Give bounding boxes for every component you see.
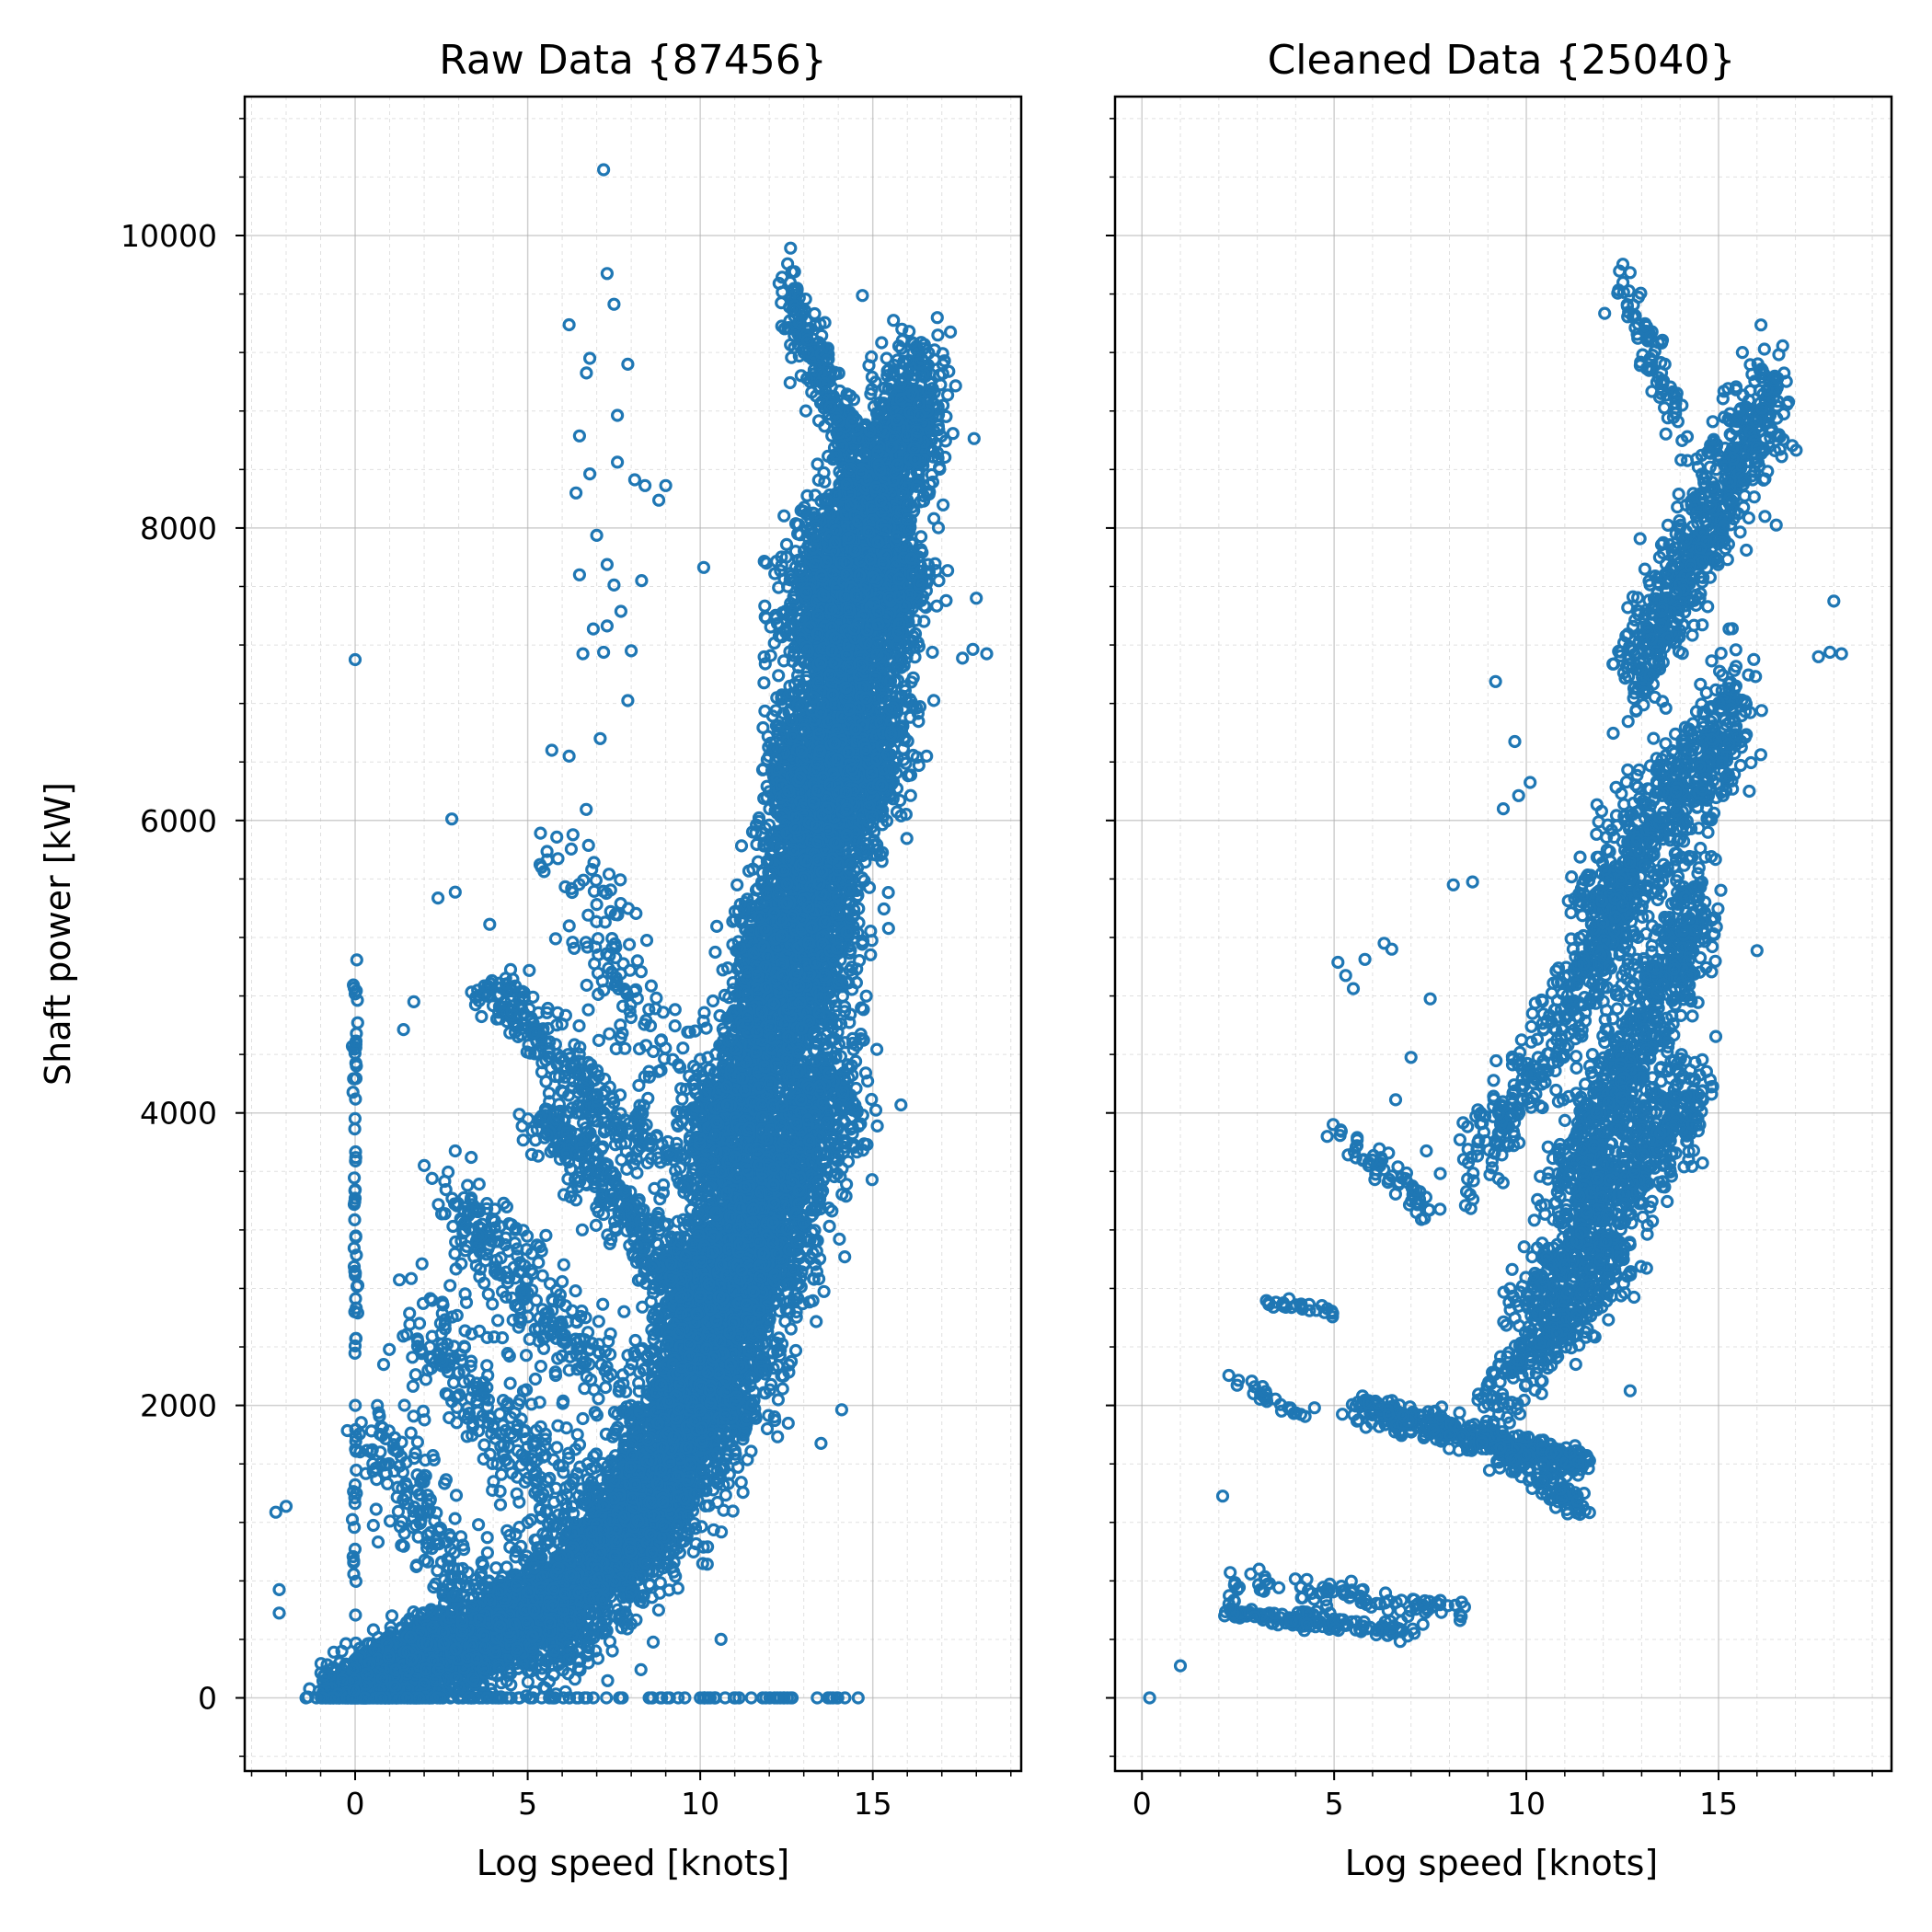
data-point [894, 341, 908, 355]
data-point [914, 530, 928, 544]
data-point [779, 537, 794, 552]
data-point [811, 457, 824, 471]
data-point [931, 328, 945, 342]
data-point [891, 339, 906, 353]
raw-data-title: Raw Data {87456} [439, 37, 827, 84]
raw-data-points [269, 163, 994, 1705]
data-point [777, 509, 791, 523]
data-point [967, 431, 981, 445]
data-point [757, 650, 771, 664]
raw-data-panel: Raw Data {87456} 0 5 10 1502000400060008000… [38, 37, 1023, 1883]
